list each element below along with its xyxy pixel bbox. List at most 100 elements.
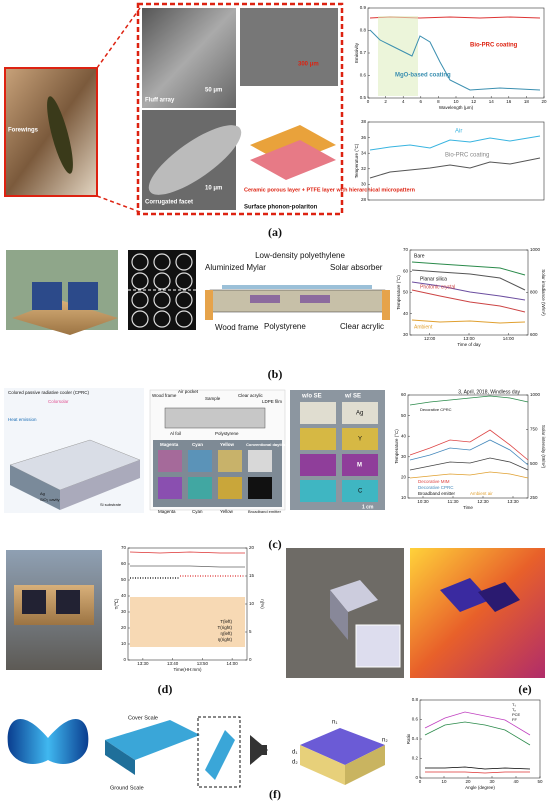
shape — [300, 295, 330, 303]
y2-tick-label: 500 — [530, 461, 538, 466]
label: Wood frame — [152, 393, 177, 398]
shape — [136, 2, 344, 216]
label: Polystyrene — [264, 322, 306, 331]
plot-frame — [407, 394, 529, 499]
plot-frame — [367, 121, 545, 201]
x-tick-label: 13:40 — [167, 661, 179, 666]
label: Si substrate — [100, 502, 122, 507]
shape — [330, 590, 348, 640]
shape — [440, 578, 490, 612]
label: Cyan — [192, 509, 203, 514]
legend: PCE — [512, 712, 521, 717]
shape — [345, 745, 385, 785]
y-tick-label: 40 — [403, 311, 409, 316]
x-tick-label: 11:30 — [448, 499, 459, 504]
shape — [300, 428, 336, 450]
shape — [478, 582, 520, 612]
x-tick-label: 8 — [437, 99, 440, 104]
label: Y — [358, 437, 362, 443]
label: Polystyrene — [215, 431, 239, 436]
label: SiO₂ cavity — [40, 497, 60, 502]
shape — [96, 7, 141, 69]
shape — [255, 745, 267, 755]
y-tick-label: 50 — [401, 413, 407, 418]
shape — [197, 716, 241, 788]
y2-tick-label: 0 — [249, 657, 252, 662]
legend: η(left) — [220, 631, 232, 636]
x-tick-label: 30 — [489, 779, 495, 784]
x-tick-label: 20 — [465, 779, 471, 784]
shape — [424, 711, 531, 736]
shape — [105, 720, 200, 760]
shape — [250, 295, 280, 303]
y-tick-label: 30 — [121, 609, 127, 614]
legend: Decorative MIM — [418, 479, 450, 484]
y2-tick-label: 750 — [530, 427, 538, 432]
shape — [342, 402, 378, 424]
shape — [409, 471, 529, 479]
y-axis-label: Emissivity — [354, 42, 359, 63]
shape — [369, 135, 541, 151]
y-tick-label: 50 — [403, 290, 409, 295]
y2-tick-label: 250 — [530, 495, 538, 500]
label: n₁ — [332, 720, 337, 726]
label: Fluff array — [145, 98, 175, 104]
y-tick-label: 30 — [403, 332, 409, 337]
shape — [60, 460, 140, 510]
shape — [130, 597, 245, 647]
pore — [153, 253, 171, 271]
legend: η(right) — [218, 637, 233, 642]
label: Al foil — [170, 431, 181, 436]
shape — [205, 730, 235, 780]
shape — [142, 8, 236, 108]
pore — [153, 272, 171, 290]
legend: Decorative CPRC — [418, 485, 454, 490]
legend: Bio-PRC coating — [445, 153, 489, 159]
shape — [411, 289, 526, 313]
label: LDPE film — [262, 399, 282, 404]
x-axis-label: Time(HH:mm) — [173, 667, 202, 672]
y2-tick-label: 20 — [249, 545, 255, 550]
label: M — [357, 463, 362, 469]
shape — [342, 480, 378, 502]
label: Broadband emitter — [248, 509, 282, 514]
shape — [300, 745, 345, 785]
y-tick-label: 30 — [401, 454, 407, 459]
panel-label: (e) — [518, 682, 531, 696]
label: Air pocket — [178, 389, 199, 394]
y-tick-label: 32 — [361, 166, 367, 171]
label: n₂ — [382, 738, 388, 744]
label: Colorsolar — [48, 399, 69, 404]
shape — [218, 450, 242, 472]
label: Ceramic porous layer + PTFE layer with h… — [244, 187, 416, 193]
y-tick-label: 0.5 — [360, 95, 367, 100]
shape — [130, 565, 245, 568]
shape — [218, 477, 242, 499]
x-tick-label: 50 — [537, 779, 543, 784]
shape — [425, 771, 530, 774]
label: Ag — [356, 411, 363, 417]
y-tick-label: 0 — [123, 657, 126, 662]
x-tick-label: 14:00 — [226, 661, 238, 666]
x-tick-label: 13:50 — [197, 661, 209, 666]
x-tick-label: 2 — [384, 99, 387, 104]
shape — [250, 140, 336, 180]
annotation: Decorative CPRC — [420, 407, 452, 412]
shape — [105, 740, 135, 775]
legend: Photonic crystal — [420, 284, 455, 290]
legend: Tₚ — [512, 707, 516, 712]
x-tick-label: 13:30 — [507, 499, 519, 504]
shape — [342, 428, 378, 450]
scale-bar: 50 μm — [205, 88, 222, 94]
y2-tick-label: 5 — [249, 629, 252, 634]
shape — [205, 290, 213, 320]
shape — [330, 580, 378, 612]
y2-tick-label: 800 — [530, 290, 538, 295]
y-tick-label: 10 — [121, 641, 127, 646]
legend: Ambient air — [470, 491, 493, 496]
legend: Bare — [414, 253, 425, 259]
shape — [222, 285, 372, 289]
shape — [240, 8, 338, 86]
y-tick-label: 70 — [121, 545, 127, 550]
shape — [409, 457, 529, 471]
